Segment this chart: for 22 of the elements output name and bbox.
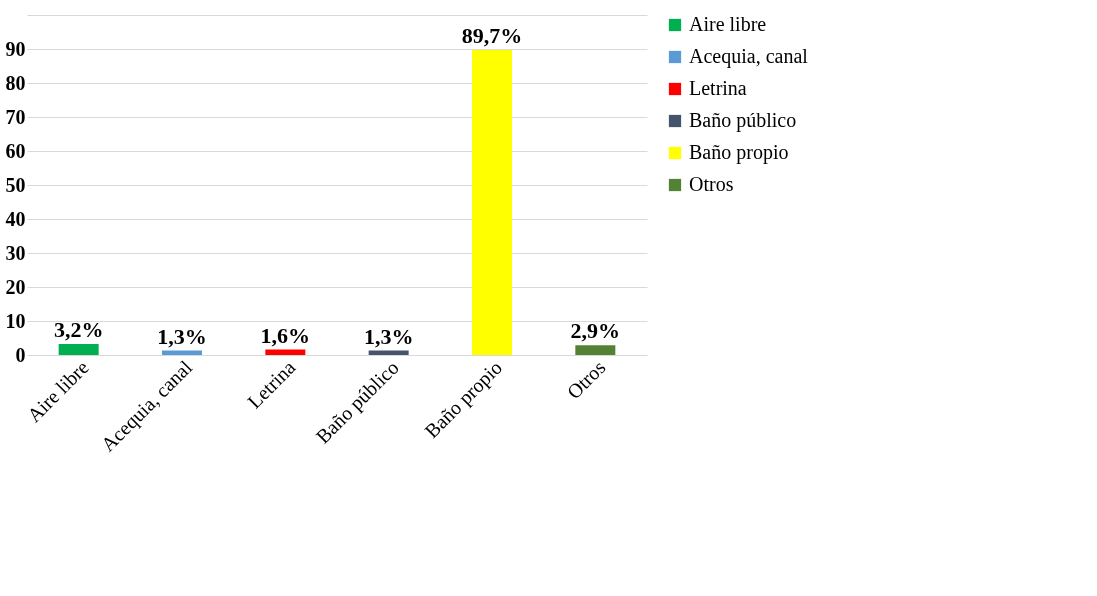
data-label: 1,3% (157, 323, 207, 349)
data-label: 2,9% (570, 318, 621, 344)
legend-label: Acequia, canal (689, 45, 809, 68)
y-tick-label: 10 (5, 309, 26, 332)
y-tick-label: 80 (5, 71, 26, 94)
y-tick-label: 60 (5, 139, 26, 162)
y-tick-label: 40 (5, 207, 26, 230)
data-label: 1,6% (260, 322, 311, 348)
legend-label: Baño público (689, 109, 797, 132)
legend-label: Baño propio (689, 141, 789, 164)
y-tick-label: 30 (5, 241, 26, 264)
y-tick-label: 20 (5, 275, 26, 298)
legend-label: Letrina (689, 77, 747, 99)
legend-label: Aire libre (689, 13, 767, 35)
y-tick-label: 0 (15, 343, 26, 366)
y-tick-label: 70 (5, 105, 26, 128)
data-label: 89,7% (461, 23, 523, 49)
data-label: 1,3% (363, 323, 414, 349)
y-tick-label: 90 (5, 37, 26, 60)
data-label: 3,2% (53, 317, 104, 343)
y-tick-label: 50 (5, 173, 26, 196)
legend-label: Otros (689, 173, 734, 195)
